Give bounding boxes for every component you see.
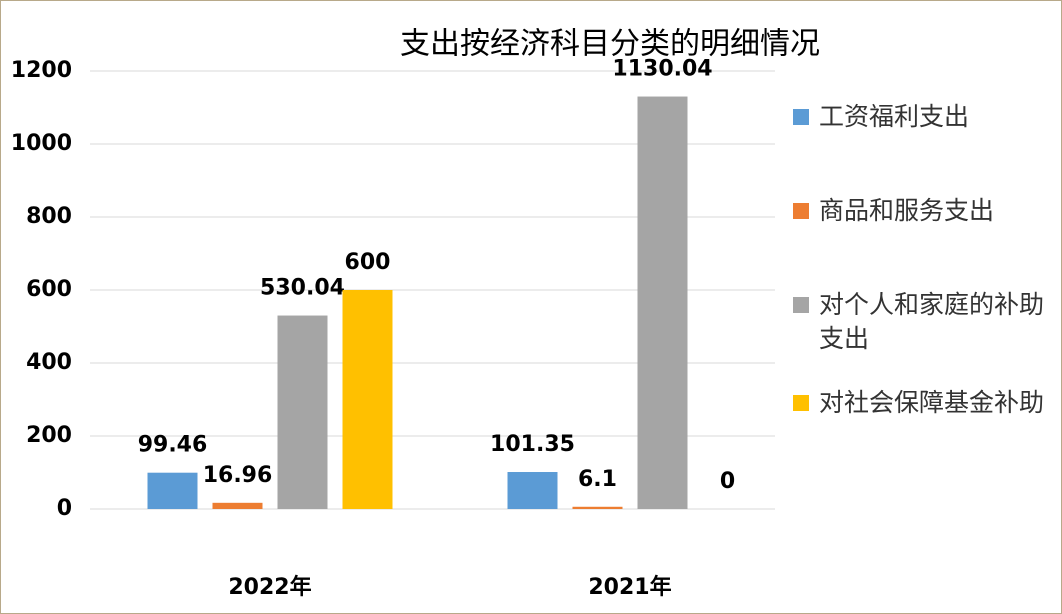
value-label: 16.96: [203, 463, 273, 488]
legend-swatch: [793, 297, 809, 313]
bar: [572, 506, 623, 509]
legend: 工资福利支出 商品和服务支出对个人和家庭的补助支出对社会保障基金补助: [793, 100, 1055, 420]
legend-item: 对社会保障基金补助: [793, 386, 1055, 420]
bar: [147, 472, 198, 509]
legend-item: 对个人和家庭的补助支出: [793, 288, 1055, 356]
x-tick-label: 2022年: [228, 574, 311, 600]
x-tick-label: 2021年: [588, 574, 671, 600]
value-label: 1130.04: [612, 57, 712, 82]
legend-swatch: [793, 203, 809, 219]
value-label: 101.35: [490, 432, 575, 457]
value-label: 6.1: [578, 467, 617, 492]
legend-label: 对个人和家庭的补助支出: [819, 290, 1045, 353]
value-label: 0: [720, 469, 735, 494]
y-tick-label: 400: [26, 350, 72, 375]
legend-swatch: [793, 395, 809, 411]
legend-label: 工资福利支出: [819, 102, 970, 131]
value-label: 530.04: [260, 276, 345, 301]
legend-label: 对社会保障基金补助: [819, 388, 1045, 417]
y-tick-label: 800: [26, 204, 72, 229]
legend-item: 商品和服务支出: [793, 194, 1055, 228]
bar: [212, 502, 263, 509]
chart-title: 支出按经济科目分类的明细情况: [400, 27, 820, 62]
y-tick-label: 200: [26, 423, 72, 448]
y-tick-label: 1000: [11, 131, 72, 156]
value-label: 99.46: [138, 433, 208, 458]
bar: [277, 315, 328, 509]
y-tick-label: 0: [57, 496, 72, 521]
y-tick-label: 600: [26, 277, 72, 302]
bar: [507, 472, 558, 509]
y-tick-label: 1200: [11, 58, 72, 83]
bar: [637, 96, 688, 509]
legend-label: 商品和服务支出: [819, 196, 995, 225]
value-label: 600: [345, 250, 391, 275]
legend-item: 工资福利支出: [793, 100, 1055, 134]
legend-swatch: [793, 109, 809, 125]
bar: [342, 290, 393, 509]
